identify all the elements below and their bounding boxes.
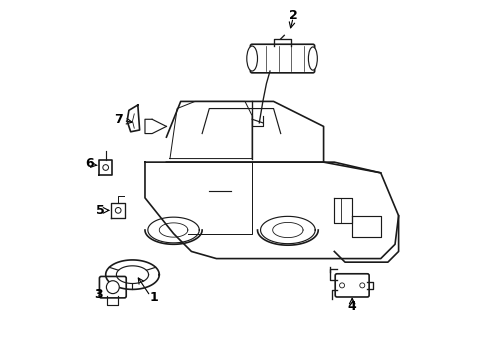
Text: 5: 5 — [96, 204, 105, 217]
Text: 3: 3 — [94, 288, 103, 301]
Text: 2: 2 — [289, 9, 297, 22]
Circle shape — [103, 165, 109, 170]
Circle shape — [106, 281, 119, 294]
Text: 6: 6 — [85, 157, 94, 170]
Text: 7: 7 — [114, 113, 122, 126]
Text: 1: 1 — [149, 291, 158, 305]
Circle shape — [340, 283, 344, 288]
FancyBboxPatch shape — [250, 44, 315, 73]
Text: 4: 4 — [348, 300, 357, 313]
Circle shape — [115, 207, 121, 213]
Ellipse shape — [247, 46, 258, 71]
FancyBboxPatch shape — [335, 274, 369, 297]
Circle shape — [360, 283, 365, 288]
FancyBboxPatch shape — [99, 276, 126, 298]
Ellipse shape — [308, 47, 318, 70]
